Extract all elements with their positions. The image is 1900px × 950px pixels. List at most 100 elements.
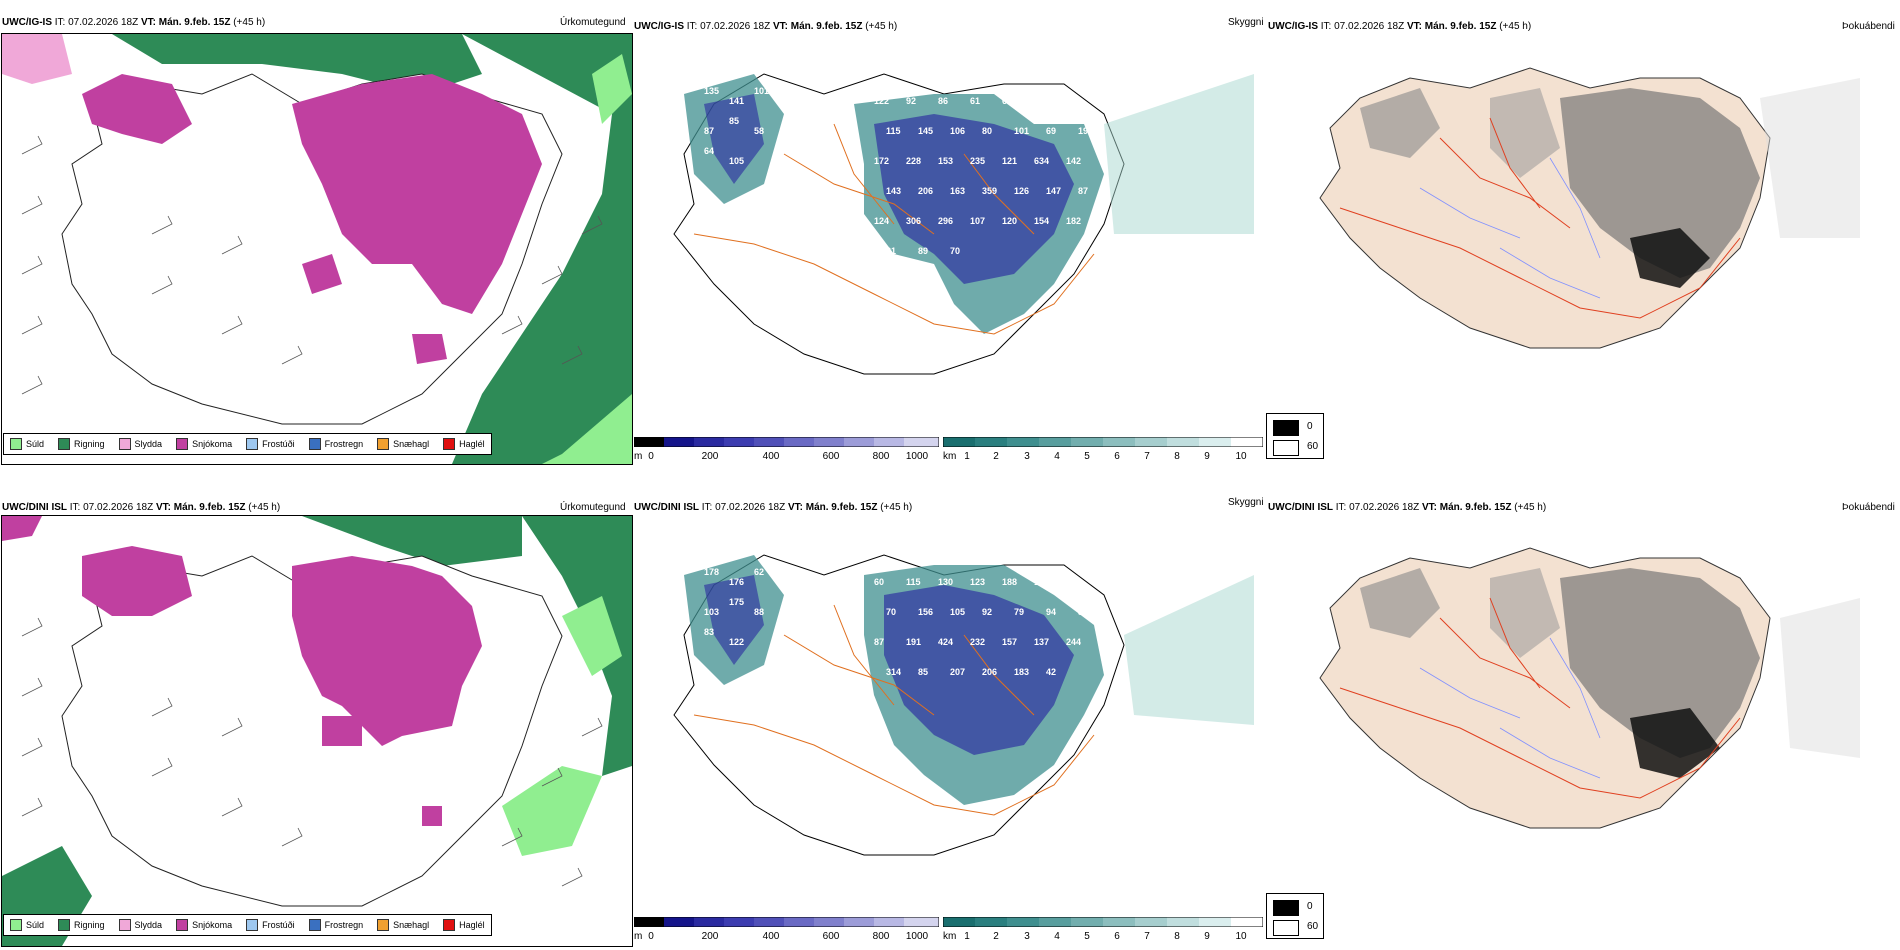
cloud-base-value: 172 [874, 156, 889, 166]
precip-legend-row1: Súld Rigning Slydda Snjókoma Frostúði Fr… [3, 433, 492, 455]
model-name: UWC/DINI ISL [1268, 502, 1333, 513]
cloud-base-value: 147 [1046, 186, 1061, 196]
vt-label: VT: [155, 502, 171, 513]
ceiling-tick: 1000 [905, 451, 929, 462]
legend-label: Rigning [74, 920, 105, 930]
vis-tick: 6 [1114, 451, 1120, 462]
cloud-base-value: 306 [906, 216, 921, 226]
legend-swatch [443, 438, 456, 450]
legend-item: Frostregn [308, 438, 364, 450]
cloud-base-value: 63 [1002, 96, 1012, 106]
cloud-base-value: 175 [729, 597, 744, 607]
cloud-base-value: 156 [918, 607, 933, 617]
legend-swatch [308, 919, 321, 931]
lead-time: (+45 h) [1514, 502, 1547, 513]
legend-item: Snæhagl [377, 438, 429, 450]
legend-label: Haglél [459, 920, 485, 930]
cloud-base-value: 154 [1034, 216, 1049, 226]
row2-precip-header: UWC/DINI ISL IT: 07.02.2026 18Z VT: Mán.… [2, 502, 280, 514]
cloud-base-value: 180 [1066, 96, 1081, 106]
model-name: UWC/IG-IS [634, 21, 684, 32]
legend-item: Súld [10, 438, 44, 450]
cloud-base-value: 235 [970, 156, 985, 166]
cloud-base-value: 141 [729, 96, 744, 106]
legend-item: Snjókoma [176, 438, 232, 450]
ceiling-tick: 800 [872, 931, 890, 942]
vis-tick: 10 [1235, 451, 1247, 462]
cloud-base-value: 107 [970, 216, 985, 226]
cloud-base-value: 167 [1034, 577, 1049, 587]
legend-item: Snæhagl [377, 919, 429, 931]
vis-tick: 1 [964, 451, 970, 462]
cloud-base-value: 424 [938, 637, 953, 647]
precip-panel-title: Úrkomutegund [560, 502, 626, 513]
vis-tick: 6 [1114, 931, 1120, 942]
legend-swatch [58, 438, 71, 450]
cloud-base-value: 61 [970, 96, 980, 106]
cloud-base-value: 58 [754, 126, 764, 136]
vis-tick: 9 [1204, 451, 1210, 462]
cloud-base-value: 142 [1066, 156, 1081, 166]
cloud-base-value: 105 [729, 156, 744, 166]
fog-panel-title: Þokuábendi [1842, 502, 1895, 513]
cloud-base-value: 137 [1034, 637, 1049, 647]
cloud-base-value: 126 [1014, 186, 1029, 196]
legend-label: Rigning [74, 439, 105, 449]
cloud-base-value: 88 [754, 607, 764, 617]
legend-label: Súld [26, 920, 45, 930]
legend-label: Frostregn [324, 920, 364, 930]
cloud-panel-title: Skyggni [1228, 497, 1264, 508]
legend-label: Frostúði [262, 439, 295, 449]
it-value: 07.02.2026 18Z [715, 502, 786, 513]
precip-legend-row2: Súld Rigning Slydda Snjókoma Frostúði Fr… [3, 914, 492, 936]
legend-swatch [118, 919, 131, 931]
ceiling-colorbar-row2: m 0 200 400 600 800 1000 [634, 917, 939, 947]
cloud-base-value: 314 [886, 667, 901, 677]
it-value: 07.02.2026 18Z [700, 21, 771, 32]
cloud-base-value: 115 [906, 577, 921, 587]
cloud-base-value: 101 [1014, 126, 1029, 136]
lead-time: (+45 h) [233, 17, 266, 28]
cloud-base-value: 163 [950, 186, 965, 196]
lead-time: (+45 h) [1499, 21, 1532, 32]
cloud-base-value: 92 [906, 96, 916, 106]
cloud-base-value: 70 [886, 607, 896, 617]
cloud-base-value: 83 [704, 627, 714, 637]
vis-tick: 4 [1054, 931, 1060, 942]
it-label: IT: [1320, 21, 1332, 32]
cloud-base-value: 206 [918, 186, 933, 196]
cloud-base-value: 121 [1002, 156, 1017, 166]
model-name: UWC/DINI ISL [634, 502, 699, 513]
model-name: UWC/IG-IS [1268, 21, 1318, 32]
cloud-map-row1: 135 141 101 87 85 58 64 105 122 92 86 61 63 217 180 115… [673, 73, 1254, 375]
it-label: IT: [701, 502, 713, 513]
cloud-base-value: 60 [874, 577, 884, 587]
fog-low-label: 60 [1307, 441, 1319, 452]
cloud-base-value: 153 [938, 156, 953, 166]
it-label: IT: [54, 17, 66, 28]
fog-low-label: 60 [1307, 921, 1319, 932]
ceiling-colorbar-row1: m 0 200 400 600 800 1000 [634, 437, 939, 467]
vt-value: Mán. 9.feb. 15Z [805, 502, 878, 513]
cloud-base-value: 81 [886, 246, 896, 256]
cloud-base-value: 122 [729, 637, 744, 647]
legend-label: Snjókoma [192, 920, 233, 930]
vis-tick: 8 [1174, 451, 1180, 462]
fog-swatch-white [1273, 440, 1299, 456]
legend-item: Frostúði [246, 438, 295, 450]
ceiling-tick: 200 [701, 931, 719, 942]
legend-label: Frostregn [324, 439, 364, 449]
vt-label: VT: [787, 502, 803, 513]
it-value: 07.02.2026 18Z [1349, 502, 1420, 513]
cloud-base-value: 85 [729, 116, 739, 126]
ceiling-tick: 400 [762, 451, 780, 462]
lead-time: (+45 h) [248, 502, 281, 513]
legend-label: Snjókoma [192, 439, 233, 449]
legend-label: Snæhagl [393, 439, 430, 449]
vis-tick: 1 [964, 931, 970, 942]
cloud-base-value: 80 [982, 126, 992, 136]
legend-swatch [377, 919, 390, 931]
cloud-base-value: 207 [950, 667, 965, 677]
legend-item: Haglél [443, 919, 485, 931]
cloud-base-value: 359 [982, 186, 997, 196]
